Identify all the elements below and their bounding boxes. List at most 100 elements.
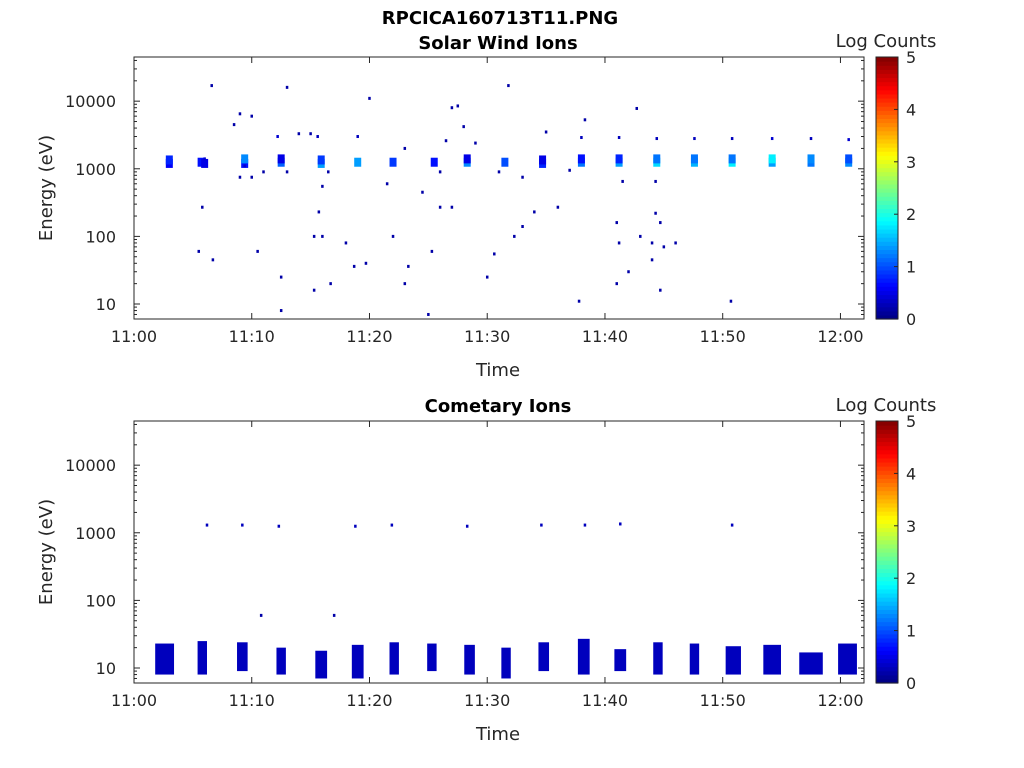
- heatmap-burst: [689, 643, 700, 675]
- colorbar-segment: [876, 122, 898, 128]
- colorbar-segment: [876, 151, 898, 156]
- colorbar-segment: [876, 502, 898, 508]
- x-tick-label: 11:00: [111, 691, 157, 710]
- heatmap-cell: [583, 118, 587, 122]
- colorbar-segment: [876, 539, 898, 545]
- heatmap-cell: [501, 157, 509, 167]
- cometary-panel: Cometary Ions 11:00 11:10 11:20 11:30 11:40 1…: [36, 395, 936, 745]
- axes-frame: [133, 56, 865, 320]
- colorbar-segment: [876, 637, 898, 643]
- colorbar-segment: [876, 228, 898, 234]
- heatmap-cell: [262, 170, 265, 174]
- heatmap-cell: [327, 170, 330, 174]
- colorbar-segment: [876, 106, 898, 111]
- colorbar-tick-label: 2: [906, 205, 916, 224]
- colorbar-label: Log Counts: [836, 31, 937, 52]
- axes-frame: [133, 420, 865, 684]
- colorbar-segment: [876, 592, 898, 598]
- colorbar-segment: [876, 294, 898, 300]
- colorbar-segment: [876, 572, 898, 578]
- heatmap-marks: [155, 522, 857, 679]
- heatmap-cell: [403, 282, 407, 286]
- heatmap-cell: [621, 179, 624, 183]
- heatmap-cell: [211, 258, 215, 262]
- heatmap-burst: [237, 642, 248, 672]
- x-tick-label: 11:00: [111, 327, 157, 346]
- colorbar-segment: [876, 273, 898, 279]
- heatmap-cell: [544, 130, 548, 134]
- heatmap-cell: [729, 299, 733, 303]
- colorbar-segment: [876, 253, 898, 259]
- colorbar-segment: [876, 678, 898, 684]
- colorbar-segment: [876, 670, 898, 676]
- colorbar-segment: [876, 188, 898, 193]
- heatmap-cell: [430, 157, 438, 167]
- x-tick-label: 12:00: [817, 691, 863, 710]
- colorbar-segment: [876, 445, 898, 451]
- colorbar-segment: [876, 650, 898, 655]
- heatmap-cell: [456, 104, 460, 108]
- heatmap-cell: [768, 154, 776, 164]
- heatmap-cell: [654, 179, 657, 183]
- heatmap-cell: [354, 524, 357, 528]
- heatmap-cell: [465, 524, 469, 528]
- heatmap-cell: [201, 205, 204, 209]
- heatmap-cell: [332, 613, 336, 617]
- heatmap-burst: [197, 641, 207, 675]
- figure-title: RPCICA160713T11.PNG: [382, 8, 618, 29]
- colorbar-segment: [876, 425, 898, 430]
- solar-wind-panel: Solar Wind Ions 11:00 11:10 11:20 11:30 11:4…: [36, 31, 936, 381]
- heatmap-cell: [279, 275, 283, 279]
- x-tick-label: 11:30: [464, 691, 510, 710]
- heatmap-cell: [197, 249, 201, 253]
- heatmap-cell: [277, 524, 281, 528]
- heatmap-cell: [438, 170, 442, 174]
- heatmap-cell: [617, 241, 621, 245]
- colorbar-segment: [876, 433, 898, 438]
- heatmap-burst: [315, 650, 328, 679]
- colorbar-segment: [876, 625, 898, 631]
- colorbar-segment: [876, 421, 898, 426]
- panel-title: Solar Wind Ions: [418, 33, 577, 54]
- y-tick-label: 10: [96, 295, 116, 314]
- colorbar-segment: [876, 597, 898, 602]
- colorbar-frame: [875, 420, 899, 684]
- y-tick-label: 100: [85, 591, 116, 610]
- colorbar-segment: [876, 302, 898, 308]
- colorbar-segment: [876, 73, 898, 79]
- heatmap-cell: [730, 523, 734, 527]
- colorbar-segment: [876, 216, 898, 222]
- colorbar-segment: [876, 65, 898, 70]
- heatmap-cell: [615, 221, 618, 225]
- colorbar-segment: [876, 167, 898, 173]
- colorbar-segment: [876, 163, 898, 169]
- heatmap-burst: [838, 643, 857, 675]
- heatmap-cell: [521, 175, 524, 179]
- colorbar-segment: [876, 429, 898, 434]
- colorbar-segment: [876, 584, 898, 590]
- heatmap-cell: [807, 154, 815, 164]
- heatmap-cell: [297, 132, 301, 136]
- colorbar-segment: [876, 441, 898, 447]
- colorbar-tick-label: 4: [906, 464, 916, 483]
- colorbar-segment: [876, 130, 898, 136]
- heatmap-cell: [513, 234, 516, 238]
- colorbar-segment: [876, 224, 898, 230]
- colorbar-segment: [876, 461, 898, 467]
- heatmap-cell: [430, 249, 434, 253]
- colorbar-segment: [876, 159, 898, 165]
- colorbar-segment: [876, 482, 898, 488]
- heatmap-cell: [615, 154, 623, 164]
- heatmap-cell: [693, 137, 696, 141]
- colorbar-segment: [876, 89, 898, 95]
- y-axis-label: Energy (eV): [36, 135, 57, 241]
- colorbar-segment: [876, 494, 898, 500]
- heatmap-cell: [809, 137, 813, 141]
- heatmap-cell: [403, 146, 407, 150]
- heatmap-cell: [577, 299, 581, 303]
- heatmap-cell: [238, 112, 242, 116]
- heatmap-cell: [259, 613, 263, 617]
- heatmap-cell: [507, 84, 510, 88]
- colorbar-segment: [876, 257, 898, 263]
